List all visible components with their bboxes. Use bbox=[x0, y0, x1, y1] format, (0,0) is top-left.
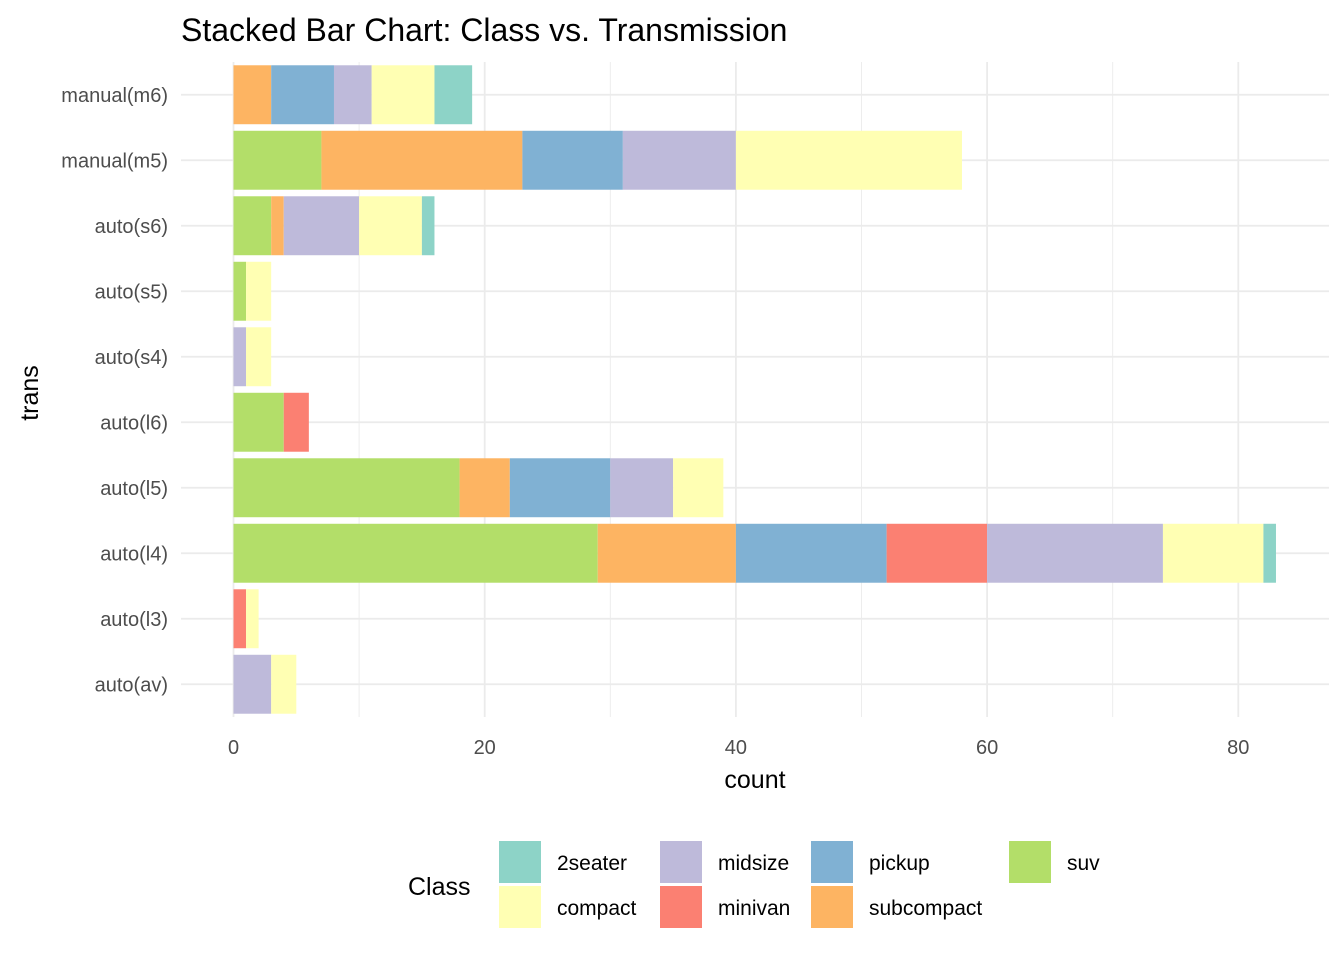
bar-manual-m6-2seater bbox=[434, 65, 473, 125]
x-tick-label: 80 bbox=[1227, 737, 1249, 759]
y-axis-tick-labels: auto(av) auto(l3) auto(l4) auto(l5) auto(l6)… bbox=[61, 85, 168, 697]
bar-manual-m5-suv bbox=[233, 130, 322, 190]
y-tick-label: auto(s4) bbox=[95, 347, 168, 369]
y-tick-label: manual(m5) bbox=[61, 150, 168, 172]
bar-auto-l6-suv bbox=[233, 392, 284, 452]
legend-label-suv: suv bbox=[1067, 852, 1100, 875]
bar-auto-l4-compact bbox=[1162, 523, 1264, 583]
bar-manual-m6-pickup bbox=[271, 65, 334, 125]
bar-auto-l4-subcompact bbox=[597, 523, 736, 583]
legend-label-minivan: minivan bbox=[718, 897, 790, 920]
y-tick-label: auto(s6) bbox=[95, 216, 168, 238]
bar-manual-m6-compact bbox=[371, 65, 435, 125]
bar-auto-s4-midsize bbox=[233, 327, 247, 387]
bar-auto-s6-midsize bbox=[283, 196, 360, 256]
bar-auto-l4-suv bbox=[233, 523, 598, 583]
y-tick-label: auto(l3) bbox=[100, 609, 168, 631]
bar-auto-s6-2seater bbox=[421, 196, 435, 256]
x-tick-label: 40 bbox=[725, 737, 747, 759]
legend-key-minivan bbox=[660, 886, 702, 928]
y-tick-label: auto(av) bbox=[95, 674, 168, 696]
y-tick-label: auto(l5) bbox=[100, 478, 168, 500]
bar-auto-l4-2seater bbox=[1263, 523, 1276, 583]
bar-auto-l4-pickup bbox=[735, 523, 887, 583]
bar-auto-l5-midsize bbox=[610, 458, 674, 518]
bar-manual-m5-midsize bbox=[622, 130, 736, 190]
legend-items: 2seater compact midsize minivan pickup subcom… bbox=[499, 841, 1100, 928]
chart-title: Stacked Bar Chart: Class vs. Transmissio… bbox=[181, 12, 787, 48]
bar-auto-l3-minivan bbox=[233, 589, 247, 649]
legend-key-pickup bbox=[811, 841, 853, 883]
bar-auto-s6-suv bbox=[233, 196, 272, 256]
bar-manual-m6-subcompact bbox=[233, 65, 272, 125]
legend-label-compact: compact bbox=[557, 897, 637, 920]
bar-manual-m6-midsize bbox=[333, 65, 372, 125]
x-tick-label: 20 bbox=[474, 737, 496, 759]
legend-key-2seater bbox=[499, 841, 541, 883]
legend-key-suv bbox=[1009, 841, 1051, 883]
bar-auto-l4-midsize bbox=[987, 523, 1163, 583]
y-tick-label: auto(l6) bbox=[100, 412, 168, 434]
bar-auto-l4-minivan bbox=[886, 523, 988, 583]
bar-auto-s4-compact bbox=[246, 327, 272, 387]
y-tick-label: manual(m6) bbox=[61, 85, 168, 107]
bar-auto-l5-compact bbox=[673, 458, 724, 518]
y-tick-label: auto(l4) bbox=[100, 543, 168, 565]
x-tick-label: 0 bbox=[228, 737, 239, 759]
x-tick-label: 60 bbox=[976, 737, 998, 759]
bar-auto-l5-subcompact bbox=[459, 458, 510, 518]
bar-auto-l5-suv bbox=[233, 458, 460, 518]
y-axis-title: trans bbox=[16, 365, 44, 421]
legend-label-midsize: midsize bbox=[718, 852, 789, 875]
legend: Class 2seater compact midsize minivan pickup… bbox=[408, 841, 1100, 928]
legend-key-compact bbox=[499, 886, 541, 928]
legend-key-midsize bbox=[660, 841, 702, 883]
legend-label-subcompact: subcompact bbox=[869, 897, 982, 920]
bars bbox=[233, 65, 1276, 714]
bar-manual-m5-subcompact bbox=[321, 130, 523, 190]
bar-manual-m5-pickup bbox=[522, 130, 623, 190]
y-tick-label: auto(s5) bbox=[95, 281, 168, 303]
bar-auto-l3-compact bbox=[246, 589, 259, 649]
legend-label-2seater: 2seater bbox=[557, 852, 627, 875]
bar-auto-av-compact bbox=[271, 654, 297, 714]
x-axis-tick-labels: 0 20 40 60 80 bbox=[228, 737, 1249, 759]
legend-title: Class bbox=[408, 873, 471, 901]
legend-key-subcompact bbox=[811, 886, 853, 928]
bar-auto-s5-compact bbox=[246, 261, 272, 321]
bar-auto-s5-suv bbox=[233, 261, 247, 321]
bar-auto-s6-compact bbox=[359, 196, 422, 256]
bar-manual-m5-compact bbox=[735, 130, 962, 190]
bar-auto-l5-pickup bbox=[509, 458, 611, 518]
x-axis-title: count bbox=[724, 766, 785, 794]
legend-label-pickup: pickup bbox=[869, 852, 930, 875]
bar-auto-av-midsize bbox=[233, 654, 272, 714]
bar-auto-s6-subcompact bbox=[271, 196, 284, 256]
bar-auto-l6-minivan bbox=[283, 392, 309, 452]
